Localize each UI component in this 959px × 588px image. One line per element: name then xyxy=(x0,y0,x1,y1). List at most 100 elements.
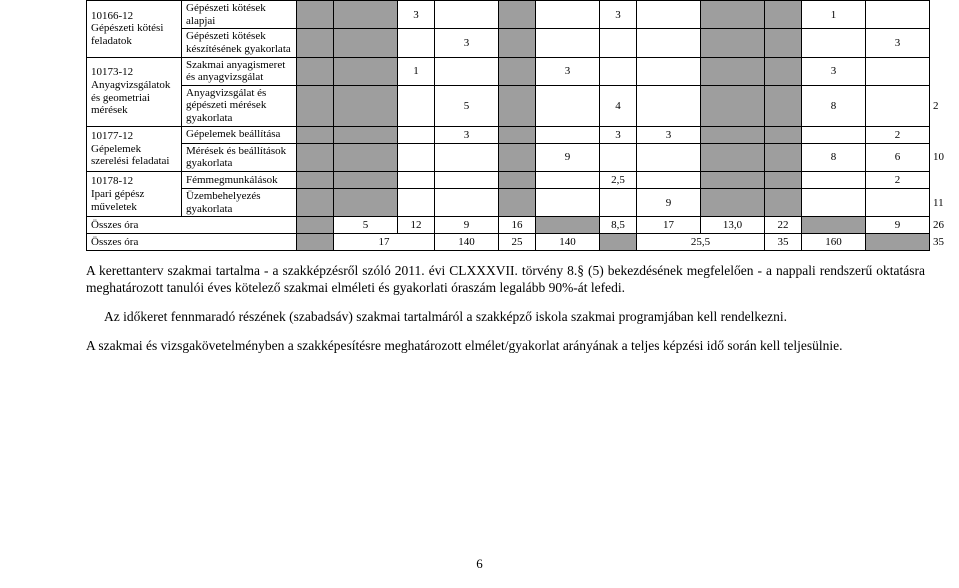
desc-cell: Fémmegmunkálások xyxy=(182,172,297,189)
cell: 160 xyxy=(802,234,866,251)
table-row: 10173-12Anyagvizsgálatok és geometriai m… xyxy=(87,57,930,85)
body-paragraph-1: A kerettanterv szakmai tartalma - a szak… xyxy=(86,263,925,297)
cell xyxy=(398,143,435,171)
cell xyxy=(637,57,701,85)
shaded-cell xyxy=(765,29,802,57)
shaded-cell xyxy=(765,1,802,29)
shaded-cell xyxy=(297,126,334,143)
cell: 3 xyxy=(600,126,637,143)
shaded-cell xyxy=(297,217,334,234)
cell xyxy=(398,189,435,217)
body-paragraph-2: Az időkeret fennmaradó részének (szabads… xyxy=(86,309,925,326)
cell xyxy=(600,189,637,217)
desc-cell: Gépészeti kötések alapjai xyxy=(182,1,297,29)
shaded-cell xyxy=(765,143,802,171)
shaded-cell xyxy=(701,29,765,57)
cell xyxy=(398,126,435,143)
cell: 3 xyxy=(435,29,499,57)
desc-cell: Mérések és beállítások gyakorlata xyxy=(182,143,297,171)
table-row: Anyagvizsgálat és gépészeti mérések gyak… xyxy=(87,85,930,126)
shaded-cell xyxy=(701,143,765,171)
shaded-cell xyxy=(499,29,536,57)
shaded-cell xyxy=(701,1,765,29)
cell: 25,5 xyxy=(637,234,765,251)
cell: 5 xyxy=(435,85,499,126)
table-row: Mérések és beállítások gyakorlata 9 8 6 … xyxy=(87,143,930,171)
cell xyxy=(536,85,600,126)
cell: 9 xyxy=(637,189,701,217)
desc-cell: Anyagvizsgálat és gépészeti mérések gyak… xyxy=(182,85,297,126)
shaded-cell xyxy=(765,172,802,189)
shaded-cell xyxy=(802,217,866,234)
shaded-cell xyxy=(701,189,765,217)
shaded-cell xyxy=(536,217,600,234)
shaded-cell xyxy=(297,29,334,57)
total-label: Összes óra xyxy=(87,217,297,234)
cell: 2 xyxy=(866,172,930,189)
cell xyxy=(398,29,435,57)
cell: 13,0 xyxy=(701,217,765,234)
cell: 3 xyxy=(398,1,435,29)
cell xyxy=(536,189,600,217)
shaded-cell xyxy=(297,57,334,85)
cell: 12 xyxy=(398,217,435,234)
cell: 5 xyxy=(334,217,398,234)
shaded-cell xyxy=(499,57,536,85)
cell xyxy=(536,29,600,57)
cell: 22 xyxy=(765,217,802,234)
cell xyxy=(600,57,637,85)
shaded-cell xyxy=(701,126,765,143)
cell xyxy=(435,57,499,85)
cell: 4 xyxy=(600,85,637,126)
cell xyxy=(637,172,701,189)
cell: 8 xyxy=(802,143,866,171)
shaded-cell xyxy=(701,85,765,126)
cell: 35 xyxy=(765,234,802,251)
shaded-cell xyxy=(334,143,398,171)
cell xyxy=(435,143,499,171)
table-row-total: Összes óra5129168,51713,022926 xyxy=(87,217,930,234)
shaded-cell xyxy=(499,143,536,171)
cell: 1 xyxy=(802,1,866,29)
shaded-cell xyxy=(334,172,398,189)
cell xyxy=(802,172,866,189)
desc-cell: Gépelemek beállítása xyxy=(182,126,297,143)
group-cell: 10177-12Gépelemek szerelési feladatai xyxy=(87,126,182,171)
curriculum-table: 10166-12Gépészeti kötési feladatok Gépés… xyxy=(86,0,930,251)
cell: 8,5 xyxy=(600,217,637,234)
group-cell: 10178-12Ipari gépész műveletek xyxy=(87,172,182,217)
cell xyxy=(637,143,701,171)
shaded-cell xyxy=(297,143,334,171)
cell: 9 xyxy=(866,217,930,234)
desc-cell: Gépészeti kötések készítésének gyakorlat… xyxy=(182,29,297,57)
shaded-cell xyxy=(499,172,536,189)
cell xyxy=(435,172,499,189)
shaded-cell xyxy=(297,189,334,217)
table-row: Üzembehelyezés gyakorlata 9 11 xyxy=(87,189,930,217)
shaded-cell xyxy=(600,234,637,251)
cell: 6 xyxy=(866,143,930,171)
cell xyxy=(435,189,499,217)
shaded-cell xyxy=(866,234,930,251)
shaded-cell xyxy=(334,85,398,126)
cell xyxy=(802,189,866,217)
cell: 3 xyxy=(637,126,701,143)
cell: 3 xyxy=(600,1,637,29)
table-row: 10177-12Gépelemek szerelési feladatai Gé… xyxy=(87,126,930,143)
cell: 140 xyxy=(435,234,499,251)
shaded-cell xyxy=(334,57,398,85)
shaded-cell xyxy=(334,126,398,143)
cell: 9 xyxy=(536,143,600,171)
desc-cell: Üzembehelyezés gyakorlata xyxy=(182,189,297,217)
cell: 140 xyxy=(536,234,600,251)
cell xyxy=(536,1,600,29)
cell xyxy=(536,126,600,143)
shaded-cell xyxy=(765,57,802,85)
cell xyxy=(866,57,930,85)
cell: 3 xyxy=(802,57,866,85)
cell xyxy=(866,189,930,217)
shaded-cell xyxy=(334,1,398,29)
cell xyxy=(536,172,600,189)
cell: 3 xyxy=(866,29,930,57)
desc-cell: Szakmai anyagismeret és anyagvizsgálat xyxy=(182,57,297,85)
